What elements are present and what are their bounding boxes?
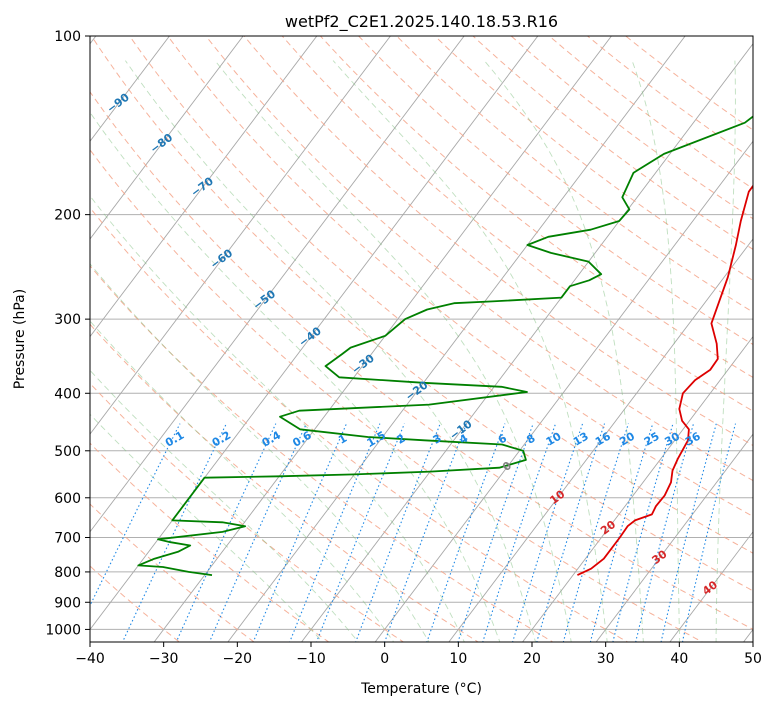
y-tick-label: 100 bbox=[54, 29, 81, 45]
y-tick-label: 500 bbox=[54, 444, 81, 460]
y-tick-label: 600 bbox=[54, 491, 81, 507]
x-tick-label: −10 bbox=[296, 651, 326, 667]
x-tick-label: 30 bbox=[597, 651, 615, 667]
y-axis-label: Pressure (hPa) bbox=[12, 289, 28, 389]
x-tick-label: 40 bbox=[670, 651, 688, 667]
x-tick-label: 50 bbox=[744, 651, 762, 667]
y-tick-label: 700 bbox=[54, 531, 81, 547]
x-tick-label: −20 bbox=[223, 651, 253, 667]
x-axis-label: Temperature (°C) bbox=[360, 681, 482, 697]
y-tick-label: 800 bbox=[54, 565, 81, 581]
chart-title: wetPf2_C2E1.2025.140.18.53.R16 bbox=[285, 12, 558, 32]
x-tick-label: −40 bbox=[75, 651, 105, 667]
y-tick-label: 200 bbox=[54, 208, 81, 224]
y-tick-label: 1000 bbox=[45, 622, 81, 638]
x-tick-label: 10 bbox=[449, 651, 467, 667]
y-tick-label: 300 bbox=[54, 312, 81, 328]
x-tick-label: −30 bbox=[149, 651, 179, 667]
x-tick-label: 0 bbox=[380, 651, 389, 667]
x-tick-label: 20 bbox=[523, 651, 541, 667]
y-tick-label: 400 bbox=[54, 386, 81, 402]
y-tick-label: 900 bbox=[54, 595, 81, 611]
